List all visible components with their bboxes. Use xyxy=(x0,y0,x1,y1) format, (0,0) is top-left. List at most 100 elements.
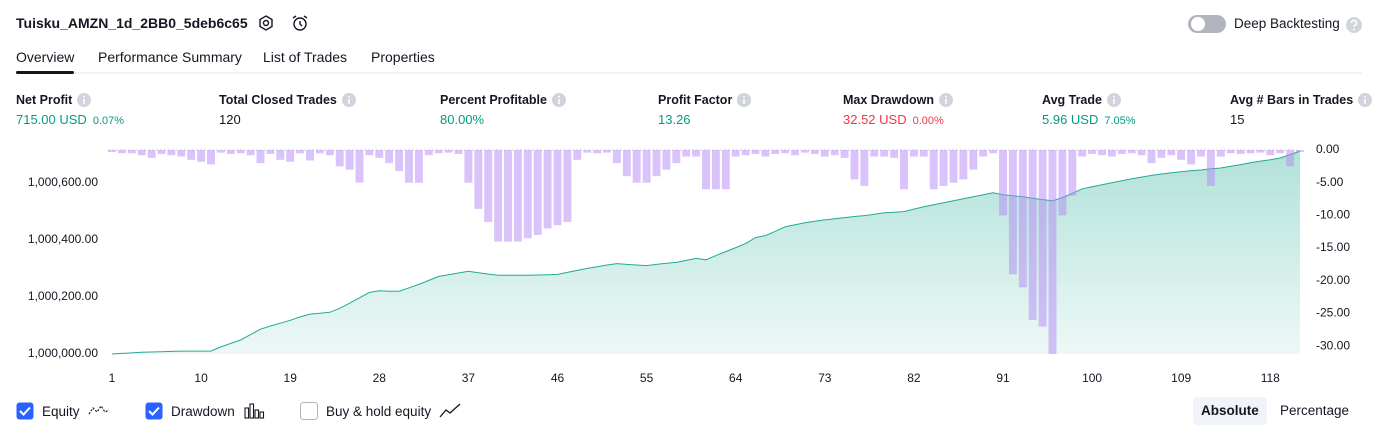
drawdown-bar xyxy=(1167,150,1176,156)
x-tick-label: 37 xyxy=(462,371,476,385)
drawdown-bar xyxy=(1088,150,1097,154)
metric-value: 715.00 USD xyxy=(16,112,87,127)
y-tick-label: 1,000,600.00 xyxy=(28,175,98,189)
drawdown-bar xyxy=(682,150,691,157)
help-icon[interactable] xyxy=(1345,16,1363,34)
drawdown-bar xyxy=(424,150,433,156)
metric-label-row: Net Profit xyxy=(16,93,92,107)
drawdown-bar xyxy=(939,150,948,186)
drawdown-bar xyxy=(147,150,156,158)
tab[interactable]: Overview xyxy=(16,49,75,65)
info-icon[interactable] xyxy=(1358,93,1373,107)
drawdown-bar xyxy=(226,150,235,154)
drawdown-bar xyxy=(325,150,334,156)
drawdown-bar xyxy=(1286,150,1295,167)
drawdown-bar xyxy=(1137,150,1146,156)
tab[interactable]: Performance Summary xyxy=(98,49,242,65)
info-dot xyxy=(1364,95,1367,98)
metric: Percent Profitable 80.00% xyxy=(440,93,566,127)
drawdown-bar xyxy=(117,150,126,154)
metric-value-row: 32.52 USD 0.00% xyxy=(843,112,953,127)
metric: Max Drawdown 32.52 USD 0.00% xyxy=(843,93,953,127)
metric-label: Profit Factor xyxy=(658,93,733,107)
y2-tick-label: -30.00 xyxy=(1316,338,1350,352)
drawdown-bar xyxy=(1127,150,1136,154)
drawdown-bar xyxy=(771,150,780,154)
view-button[interactable]: Absolute xyxy=(1193,397,1267,425)
drawdown-bar xyxy=(840,150,849,158)
drawdown-bar xyxy=(464,150,473,183)
legend-label: Drawdown xyxy=(171,403,235,419)
drawdown-bar xyxy=(979,150,988,157)
info-icon[interactable] xyxy=(1106,93,1121,107)
legend-label: Equity xyxy=(42,403,80,419)
x-tick-label: 91 xyxy=(996,371,1010,385)
metric-label-row: Profit Factor xyxy=(658,93,752,107)
info-icon[interactable] xyxy=(939,93,953,107)
settings-icon[interactable] xyxy=(259,15,273,31)
drawdown-bar xyxy=(375,150,384,158)
drawdown-bar xyxy=(583,150,592,153)
drawdown-bar xyxy=(761,150,770,157)
drawdown-bar xyxy=(137,150,146,156)
metric-value-row: 80.00% xyxy=(440,112,566,127)
drawdown-bar xyxy=(1187,150,1196,165)
drawdown-bar xyxy=(603,150,611,153)
drawdown-bar xyxy=(1038,150,1047,327)
metric-value: 15 xyxy=(1230,112,1245,127)
metric-label: Total Closed Trades xyxy=(219,93,337,107)
drawdown-bar xyxy=(751,150,760,154)
x-tick-label: 73 xyxy=(818,371,832,385)
drawdown-bar xyxy=(1068,150,1077,196)
tab[interactable]: List of Trades xyxy=(263,49,348,65)
drawdown-bar xyxy=(484,150,493,222)
drawdown-bar xyxy=(662,150,671,170)
info-icon[interactable] xyxy=(341,93,356,107)
drawdown-bar xyxy=(553,150,562,226)
legend-item[interactable]: Drawdown xyxy=(145,402,265,420)
info-stem xyxy=(743,99,746,104)
drawdown-icon-bar xyxy=(259,411,264,419)
drawdown-bar xyxy=(989,150,998,154)
y2-tick-label: -10.00 xyxy=(1316,208,1350,222)
metric: Avg Trade 5.96 USD 7.05% xyxy=(1042,93,1136,127)
info-dot xyxy=(347,95,350,98)
drawdown-bar xyxy=(167,150,176,156)
checkbox[interactable] xyxy=(300,402,318,420)
y2-tick-label: -15.00 xyxy=(1316,240,1350,254)
info-dot xyxy=(743,95,746,98)
drawdown-bar xyxy=(959,150,968,180)
view-button[interactable]: Percentage xyxy=(1280,403,1350,418)
drawdown-bar xyxy=(1117,150,1126,154)
info-icon[interactable] xyxy=(551,93,566,107)
y2-tick-label: -25.00 xyxy=(1316,306,1350,320)
metric-value: 13.26 xyxy=(658,112,691,127)
drawdown-bar xyxy=(1266,150,1275,156)
checkbox[interactable] xyxy=(16,402,34,420)
drawdown-bar xyxy=(266,150,275,154)
legend-item[interactable]: Buy & hold equity xyxy=(300,402,461,420)
drawdown-bar xyxy=(108,150,116,152)
drawdown-bar xyxy=(890,150,899,158)
info-stem xyxy=(1364,99,1367,104)
drawdown-bar xyxy=(969,150,978,170)
x-tick-label: 64 xyxy=(729,371,743,385)
metric-value: 120 xyxy=(219,112,241,127)
info-icon[interactable] xyxy=(77,93,92,107)
deep-backtesting-toggle[interactable] xyxy=(1187,13,1227,35)
drawdown-bar xyxy=(1107,150,1116,157)
info-icon[interactable] xyxy=(737,93,752,107)
drawdown-bar xyxy=(642,150,651,183)
drawdown-bar xyxy=(830,150,839,156)
metric-value: 32.52 USD xyxy=(843,112,907,127)
legend-item[interactable]: Equity xyxy=(16,402,110,420)
metric: Total Closed Trades 120 xyxy=(219,93,356,127)
buyhold-icon xyxy=(439,403,461,418)
checkbox[interactable] xyxy=(145,402,163,420)
tab[interactable]: Properties xyxy=(371,49,435,65)
equity-icon xyxy=(88,404,109,415)
drawdown-bar xyxy=(1177,150,1186,160)
drawdown-bar xyxy=(335,150,344,167)
alert-icon[interactable] xyxy=(292,15,308,31)
